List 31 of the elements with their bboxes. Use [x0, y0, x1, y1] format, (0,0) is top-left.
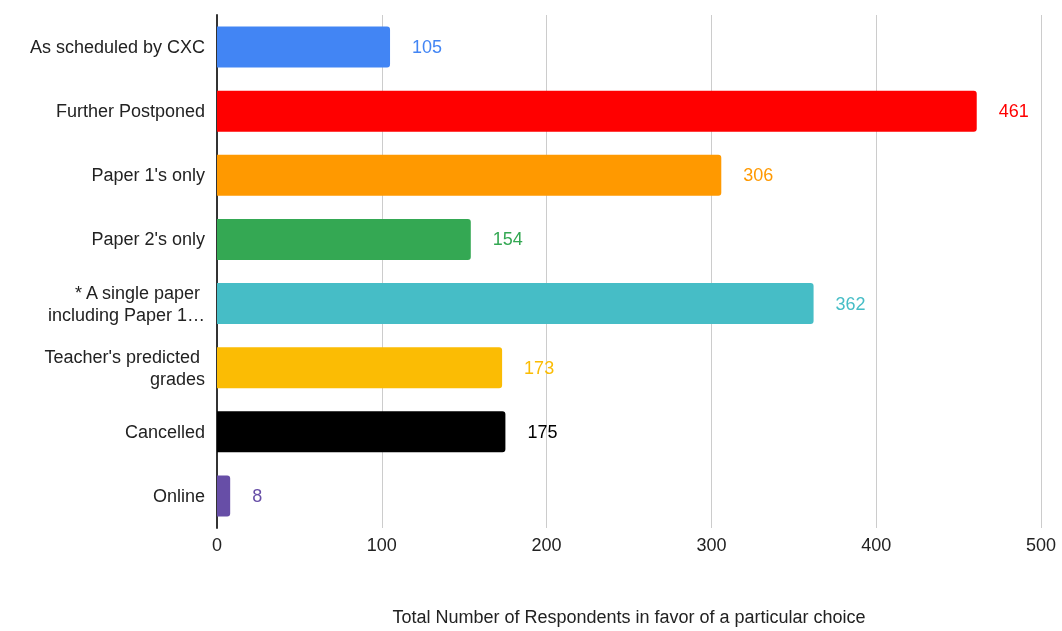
bar — [217, 154, 722, 196]
data-label: 105 — [412, 37, 443, 58]
x-tick-label: 300 — [696, 535, 727, 555]
y-tick-label: As scheduled by CXC — [29, 37, 205, 58]
bar — [217, 475, 231, 517]
y-tick-label: * A single paper including Paper 1… — [47, 282, 205, 325]
y-tick-label: Further Postponed — [55, 101, 205, 122]
data-label: 173 — [524, 357, 555, 378]
data-label: 461 — [998, 101, 1029, 122]
x-tick-label: 400 — [861, 535, 892, 555]
x-tick-label: 500 — [1025, 535, 1057, 555]
y-tick-label: Cancelled — [124, 421, 205, 442]
x-axis-title: Total Number of Respondents in favor of a particular choice — [392, 607, 866, 627]
y-tick-label: Paper 1's only — [91, 165, 205, 186]
bar — [217, 90, 977, 132]
x-tick-label: 200 — [531, 535, 562, 555]
data-label: 306 — [743, 165, 774, 186]
bar — [217, 411, 506, 453]
bar — [217, 283, 814, 325]
bar — [217, 347, 503, 389]
data-label: 362 — [835, 293, 866, 314]
y-tick-label: Paper 2's only — [91, 229, 205, 250]
data-label: 154 — [492, 229, 523, 250]
data-label: 8 — [252, 485, 263, 506]
bar — [217, 218, 471, 260]
x-tick-label: 0 — [211, 535, 223, 555]
bar — [217, 26, 391, 68]
data-label: 175 — [527, 421, 558, 442]
y-tick-label: Teacher's predicted grades — [44, 346, 205, 389]
x-tick-label: 100 — [366, 535, 397, 555]
y-tick-label: Online — [152, 485, 205, 506]
